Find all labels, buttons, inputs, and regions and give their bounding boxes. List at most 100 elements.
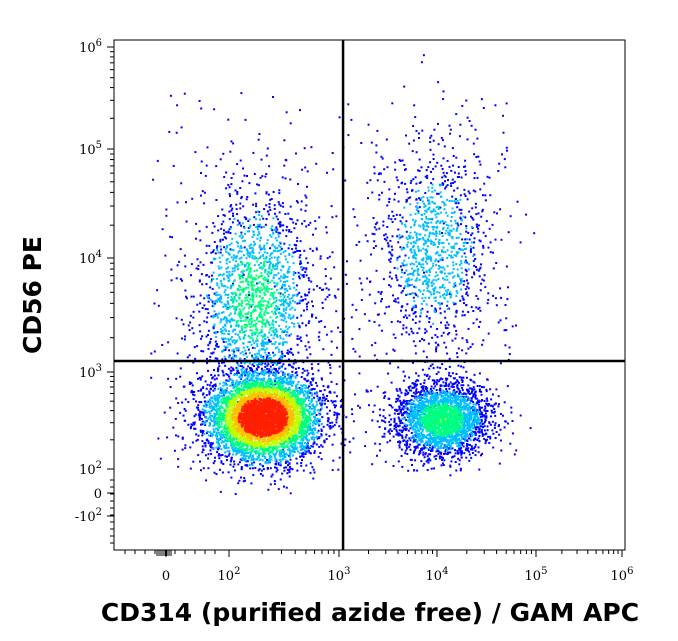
event-dot: [445, 229, 448, 232]
event-dot: [309, 221, 312, 224]
event-dot: [427, 186, 430, 189]
event-dot: [161, 228, 164, 231]
event-dot: [224, 358, 227, 360]
event-dot: [432, 153, 435, 156]
event-dot: [398, 429, 401, 432]
event-dot: [499, 362, 502, 365]
event-dot: [318, 287, 321, 289]
event-dot: [433, 189, 436, 192]
event-dot: [231, 267, 234, 270]
event-dot: [190, 274, 192, 277]
event-dot: [252, 223, 255, 226]
event-dot: [364, 445, 367, 448]
event-dot: [363, 313, 366, 316]
event-dot: [309, 381, 312, 384]
event-dot: [403, 85, 406, 88]
event-dot: [444, 187, 447, 190]
event-dot: [448, 234, 451, 237]
event-dot: [205, 394, 208, 397]
event-dot: [223, 337, 226, 340]
event-dot: [306, 308, 308, 311]
event-dot: [338, 456, 341, 459]
event-dot: [489, 435, 492, 438]
event-dot: [411, 407, 413, 410]
event-dot: [295, 294, 298, 297]
event-dot: [484, 419, 487, 422]
event-dot: [484, 410, 487, 413]
event-dot: [215, 473, 218, 476]
event-dot: [206, 401, 208, 404]
event-dot: [371, 232, 374, 235]
event-dot: [398, 405, 401, 408]
event-dot: [448, 293, 451, 296]
event-dot: [405, 404, 408, 407]
event-dot: [424, 229, 427, 232]
event-dot: [266, 242, 269, 245]
event-dot: [297, 271, 300, 274]
event-dot: [467, 417, 470, 420]
event-dot: [236, 191, 239, 193]
event-dot: [339, 331, 342, 333]
event-dot: [475, 213, 478, 216]
event-dot: [503, 426, 506, 429]
event-dot: [192, 361, 195, 364]
event-dot: [465, 227, 468, 230]
event-dot: [181, 437, 184, 440]
event-dot: [253, 216, 256, 219]
event-dot: [469, 435, 472, 438]
event-dot: [375, 144, 378, 147]
event-dot: [504, 344, 507, 347]
event-dot: [305, 449, 308, 452]
event-dot: [399, 399, 402, 402]
event-dot: [476, 385, 479, 387]
event-dot: [265, 173, 268, 175]
event-dot: [333, 414, 336, 416]
event-dot: [418, 320, 421, 323]
event-dot: [312, 431, 315, 434]
event-dot: [207, 312, 210, 315]
event-dot: [268, 339, 271, 341]
event-dot: [210, 315, 213, 318]
event-dot: [467, 263, 470, 266]
event-dot: [312, 264, 315, 267]
event-dot: [323, 396, 325, 399]
event-dot: [310, 384, 313, 386]
event-dot: [422, 350, 425, 353]
event-dot: [447, 452, 450, 455]
event-dot: [170, 268, 173, 271]
event-dot: [495, 304, 498, 307]
event-dot: [297, 450, 299, 453]
event-dot: [215, 335, 218, 338]
event-dot: [481, 452, 484, 455]
event-dot: [279, 455, 282, 458]
event-dot: [453, 324, 456, 327]
event-dot: [442, 90, 445, 93]
event-dot: [345, 282, 348, 285]
event-dot: [307, 449, 310, 452]
event-dot: [429, 459, 432, 462]
event-dot: [368, 319, 371, 322]
event-dot: [273, 482, 276, 485]
event-dot: [465, 225, 468, 227]
event-dot: [336, 395, 338, 398]
event-dot: [339, 400, 342, 403]
event-dot: [383, 180, 386, 183]
event-dot: [255, 205, 258, 208]
event-dot: [260, 367, 263, 370]
event-dot: [420, 166, 423, 169]
event-dot: [252, 365, 255, 367]
event-dot: [458, 376, 461, 379]
event-dot: [433, 394, 436, 397]
event-dot: [467, 347, 470, 350]
event-dot: [285, 225, 288, 228]
event-dot: [212, 462, 215, 465]
event-dot: [488, 227, 491, 230]
event-dot: [414, 410, 417, 413]
event-dot: [465, 370, 468, 373]
event-dot: [404, 443, 406, 446]
event-dot: [388, 404, 391, 406]
event-dot: [452, 392, 455, 395]
event-dot: [354, 393, 356, 396]
event-dot: [172, 426, 175, 429]
event-dot: [425, 248, 428, 251]
